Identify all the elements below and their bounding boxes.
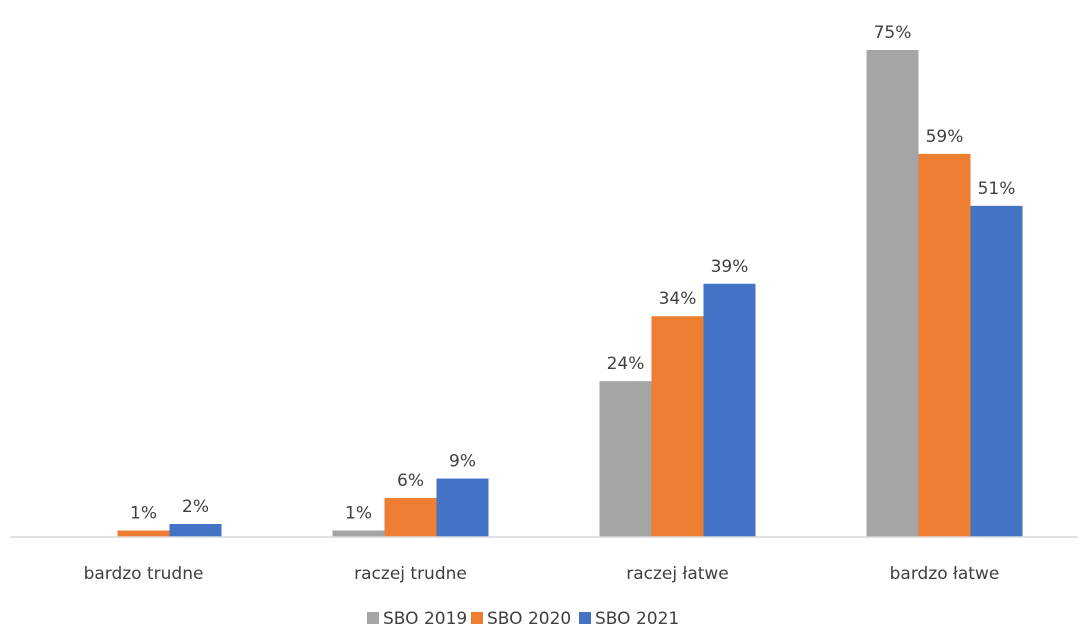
data-label: 1% <box>130 504 157 524</box>
bar-sbo-2019-1 <box>332 530 385 537</box>
data-labels-group: 1% 2% 1% 6% 9% 24% 34% 39% 75% 59% 51% <box>130 23 1015 524</box>
data-label: 51% <box>978 179 1016 199</box>
legend-swatch <box>367 612 379 624</box>
x-tick-label: raczej trudne <box>354 564 467 584</box>
bar-sbo-2021-0 <box>169 524 222 537</box>
data-label: 34% <box>659 289 697 309</box>
data-label: 59% <box>926 127 964 147</box>
data-label: 24% <box>607 354 645 374</box>
bar-sbo-2021-2 <box>703 283 756 537</box>
legend-label: SBO 2020 <box>487 609 571 628</box>
data-label: 1% <box>345 504 372 524</box>
bar-sbo-2020-2 <box>651 316 704 537</box>
legend-swatch <box>471 612 483 624</box>
bar-sbo-2021-1 <box>436 478 489 537</box>
data-label: 75% <box>874 23 912 43</box>
x-axis-ticks: bardzo trudne raczej trudne raczej łatwe ba… <box>84 564 1000 584</box>
bar-sbo-2021-3 <box>970 205 1023 537</box>
legend: SBO 2019 SBO 2020 SBO 2021 <box>367 609 679 628</box>
x-tick-label: bardzo trudne <box>84 564 204 584</box>
data-label: 9% <box>449 452 476 472</box>
legend-label: SBO 2021 <box>595 609 679 628</box>
bar-sbo-2019-3 <box>866 50 919 537</box>
data-label: 39% <box>711 257 749 277</box>
data-label: 2% <box>182 497 209 517</box>
x-tick-label: bardzo łatwe <box>890 564 1000 584</box>
bars-group <box>117 50 1023 538</box>
x-tick-label: raczej łatwe <box>626 564 729 584</box>
legend-swatch <box>579 612 591 624</box>
legend-label: SBO 2019 <box>383 609 467 628</box>
data-label: 6% <box>397 471 424 491</box>
bar-sbo-2020-0 <box>117 530 170 537</box>
bar-sbo-2020-3 <box>918 153 971 538</box>
bar-sbo-2019-2 <box>599 381 652 537</box>
bar-sbo-2020-1 <box>384 498 437 537</box>
